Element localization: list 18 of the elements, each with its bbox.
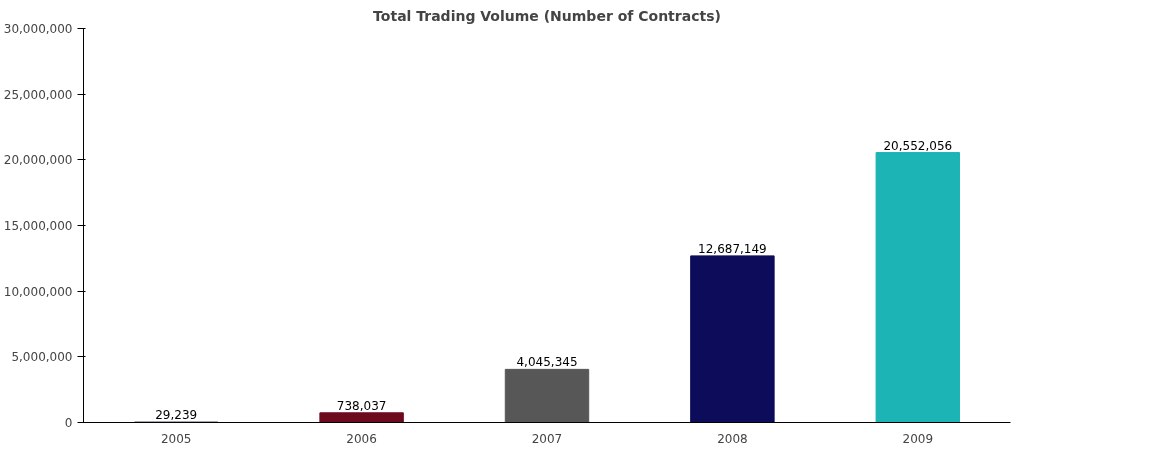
- y-tick-label: 20,000,000: [3, 153, 73, 168]
- x-tick-label: 2009: [902, 431, 934, 446]
- data-label: 12,687,149: [698, 241, 767, 256]
- x-tick-label: 2007: [531, 431, 563, 446]
- y-tick-label: 25,000,000: [3, 87, 73, 102]
- data-label: 20,552,056: [883, 138, 953, 153]
- y-tick-label: 0: [64, 416, 73, 430]
- data-label: 738,037: [336, 398, 387, 413]
- y-tick-label: 15,000,000: [3, 219, 73, 233]
- y-tick-label: 10,000,000: [3, 284, 73, 299]
- data-label: 29,239: [155, 408, 198, 423]
- data-label: 4,045,345: [516, 355, 578, 370]
- x-tick-label: 2008: [717, 431, 748, 446]
- chart-title: Total Trading Volume (Number of Contracts): [373, 7, 721, 24]
- x-tick-label: 2006: [346, 431, 377, 446]
- y-tick-label: 5,000,000: [11, 350, 73, 365]
- y-tick-label: 30,000,000: [3, 22, 73, 36]
- x-tick-label: 2005: [160, 431, 192, 446]
